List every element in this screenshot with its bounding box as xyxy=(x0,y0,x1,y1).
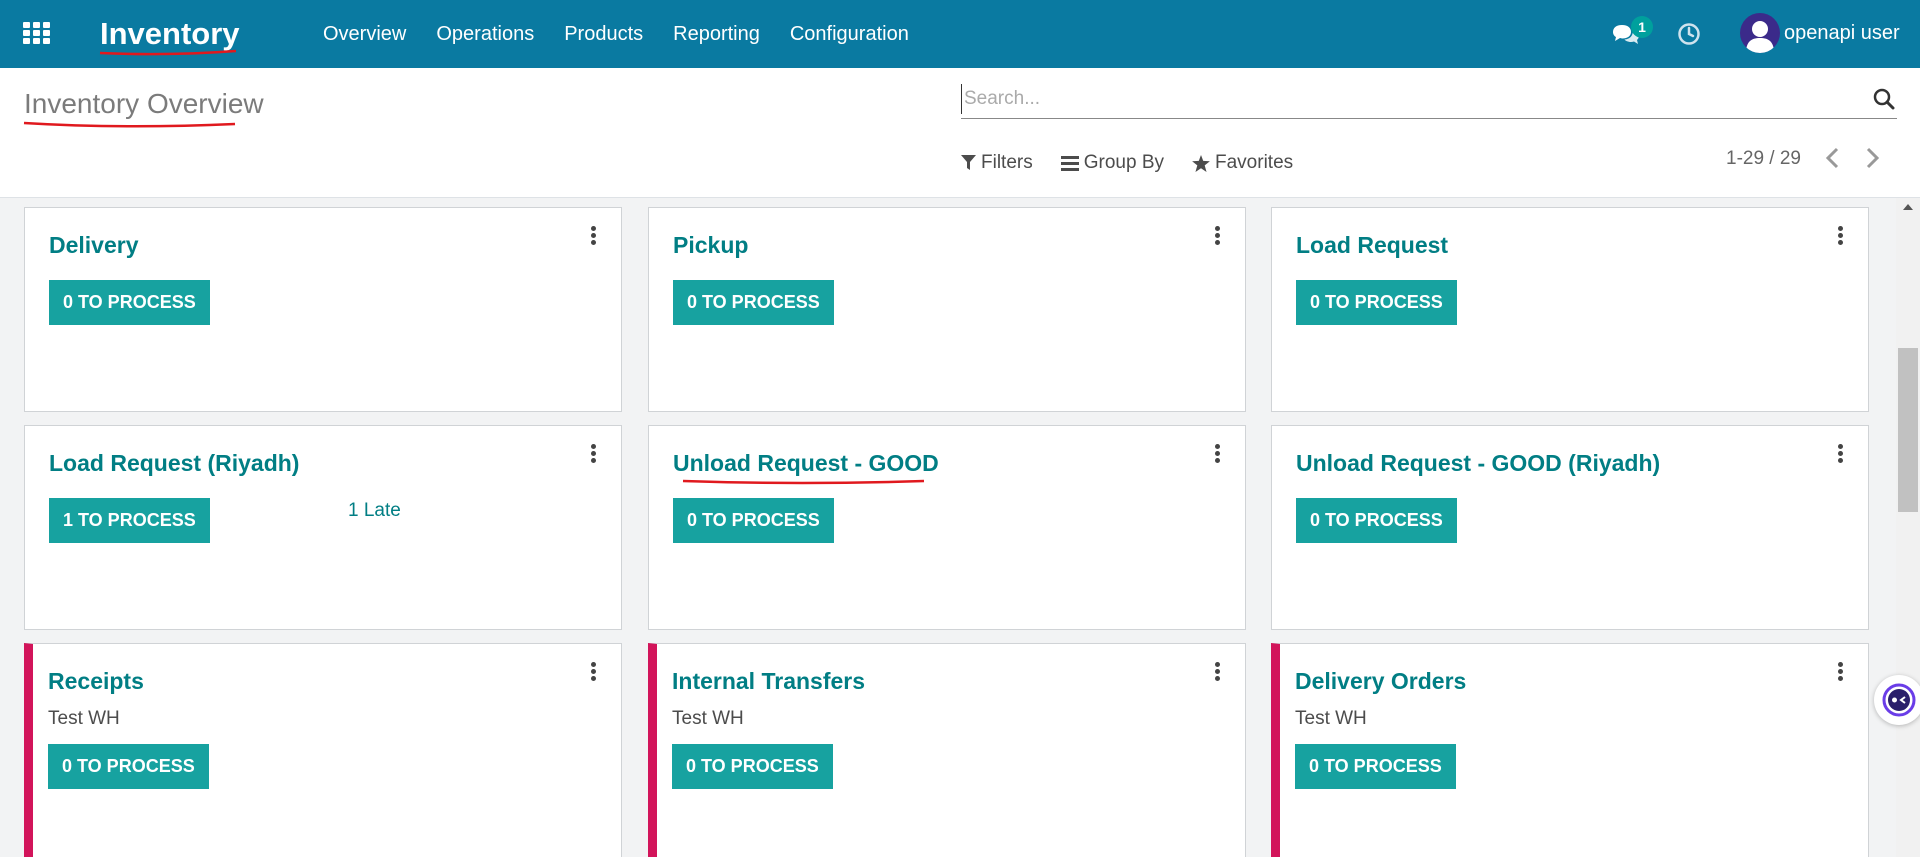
search-box xyxy=(961,82,1897,119)
filters-button[interactable]: Filters xyxy=(961,152,1033,174)
bot-face-icon xyxy=(1882,683,1916,717)
kanban-card-receipts[interactable]: Receipts Test WH 0 TO PROCESS xyxy=(24,643,622,857)
user-silhouette-icon xyxy=(1746,21,1774,53)
control-panel: Inventory Overview Filters Group By xyxy=(0,68,1920,198)
app-brand[interactable]: Inventory xyxy=(100,16,240,51)
to-process-button[interactable]: 0 TO PROCESS xyxy=(1296,280,1457,325)
to-process-button[interactable]: 0 TO PROCESS xyxy=(1295,744,1456,789)
card-title[interactable]: Pickup xyxy=(673,232,749,258)
vertical-dots-icon[interactable] xyxy=(1213,662,1221,684)
kanban-card-unload-request-good[interactable]: Unload Request - GOOD 0 TO PROCESS xyxy=(648,425,1246,630)
user-avatar[interactable] xyxy=(1740,13,1780,53)
vertical-dots-icon[interactable] xyxy=(1836,662,1844,684)
to-process-button[interactable]: 0 TO PROCESS xyxy=(1296,498,1457,543)
activity-clock-icon[interactable] xyxy=(1677,22,1701,46)
menu-overview[interactable]: Overview xyxy=(323,23,407,45)
scroll-thumb[interactable] xyxy=(1898,348,1918,512)
app-grid-icon[interactable] xyxy=(23,22,50,45)
card-title[interactable]: Delivery Orders xyxy=(1295,668,1467,694)
chat-count-badge: 1 xyxy=(1631,16,1653,38)
to-process-button[interactable]: 0 TO PROCESS xyxy=(49,280,210,325)
vertical-dots-icon[interactable] xyxy=(1213,444,1221,466)
search-options: Filters Group By Favorites xyxy=(961,148,1321,178)
kanban-card-load-request-riyadh[interactable]: Load Request (Riyadh) 1 TO PROCESS 1 Lat… xyxy=(24,425,622,630)
card-title[interactable]: Load Request (Riyadh) xyxy=(49,450,300,476)
kanban-card-delivery[interactable]: Delivery 0 TO PROCESS xyxy=(24,207,622,412)
vertical-dots-icon[interactable] xyxy=(589,226,597,248)
group-by-button[interactable]: Group By xyxy=(1060,152,1164,174)
card-title[interactable]: Unload Request - GOOD (Riyadh) xyxy=(1296,450,1661,476)
menu-configuration[interactable]: Configuration xyxy=(789,23,909,45)
search-input[interactable] xyxy=(961,84,1844,114)
late-link[interactable]: 1 Late xyxy=(348,500,401,521)
kanban-view: Delivery 0 TO PROCESS Pickup 0 TO PROCES… xyxy=(0,198,1896,857)
vertical-dots-icon[interactable] xyxy=(589,444,597,466)
annotation-underline xyxy=(682,479,925,485)
star-icon xyxy=(1192,154,1210,172)
pager-value[interactable]: 1-29 / 29 xyxy=(1726,148,1801,169)
to-process-button[interactable]: 1 TO PROCESS xyxy=(49,498,210,543)
menu-operations[interactable]: Operations xyxy=(436,23,535,45)
card-warehouse: Test WH xyxy=(48,708,120,729)
kanban-card-internal-transfers[interactable]: Internal Transfers Test WH 0 TO PROCESS xyxy=(648,643,1246,857)
funnel-icon xyxy=(961,155,976,170)
favorites-label: Favorites xyxy=(1215,152,1294,173)
kanban-card-pickup[interactable]: Pickup 0 TO PROCESS xyxy=(648,207,1246,412)
kanban-card-delivery-orders[interactable]: Delivery Orders Test WH 0 TO PROCESS xyxy=(1271,643,1869,857)
search-icon[interactable] xyxy=(1873,88,1895,110)
annotation-underline xyxy=(99,49,237,56)
vertical-dots-icon[interactable] xyxy=(589,662,597,684)
list-icon xyxy=(1060,155,1079,171)
page-title: Inventory Overview xyxy=(24,88,264,119)
to-process-button[interactable]: 0 TO PROCESS xyxy=(48,744,209,789)
kanban-card-load-request[interactable]: Load Request 0 TO PROCESS xyxy=(1271,207,1869,412)
card-title[interactable]: Internal Transfers xyxy=(672,668,866,694)
card-title[interactable]: Delivery xyxy=(49,232,139,258)
filters-label: Filters xyxy=(981,152,1033,173)
card-title[interactable]: Load Request xyxy=(1296,232,1449,258)
card-warehouse: Test WH xyxy=(1295,708,1367,729)
menu-reporting[interactable]: Reporting xyxy=(673,23,760,45)
to-process-button[interactable]: 0 TO PROCESS xyxy=(672,744,833,789)
annotation-underline xyxy=(23,121,236,128)
main-menu: Overview Operations Products Reporting C… xyxy=(323,0,939,68)
vertical-dots-icon[interactable] xyxy=(1213,226,1221,248)
vertical-scrollbar[interactable] xyxy=(1896,198,1920,857)
card-title[interactable]: Receipts xyxy=(48,668,144,694)
user-name[interactable]: openapi user xyxy=(1784,22,1900,44)
chevron-right-icon[interactable] xyxy=(1862,146,1882,170)
card-title[interactable]: Unload Request - GOOD xyxy=(673,450,939,476)
scroll-up-arrow-icon[interactable] xyxy=(1903,204,1913,210)
card-warehouse: Test WH xyxy=(672,708,744,729)
favorites-button[interactable]: Favorites xyxy=(1192,152,1293,174)
to-process-button[interactable]: 0 TO PROCESS xyxy=(673,280,834,325)
vertical-dots-icon[interactable] xyxy=(1836,226,1844,248)
kanban-card-unload-request-good-riyadh[interactable]: Unload Request - GOOD (Riyadh) 0 TO PROC… xyxy=(1271,425,1869,630)
group-by-label: Group By xyxy=(1083,152,1164,173)
to-process-button[interactable]: 0 TO PROCESS xyxy=(673,498,834,543)
assistant-bot-button[interactable] xyxy=(1874,675,1920,725)
chevron-left-icon[interactable] xyxy=(1823,146,1843,170)
vertical-dots-icon[interactable] xyxy=(1836,444,1844,466)
top-navbar: Inventory Overview Operations Products R… xyxy=(0,0,1920,68)
menu-products[interactable]: Products xyxy=(564,23,644,45)
